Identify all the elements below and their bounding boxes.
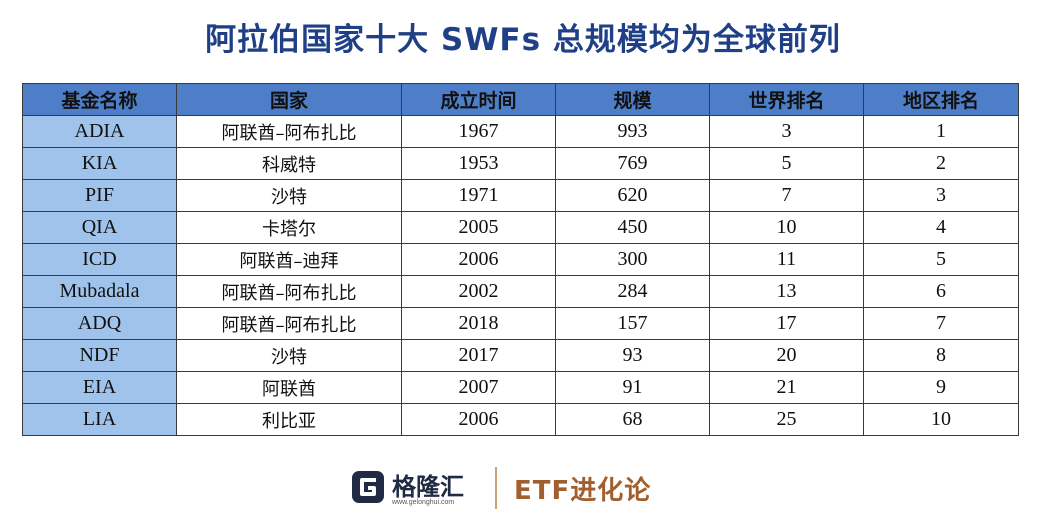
footer: 格隆汇 www.gelonghui.com ETF进化论 bbox=[0, 467, 1046, 511]
brand-text: ETF进化论 bbox=[514, 476, 652, 506]
logo-text: 格隆汇 bbox=[392, 473, 464, 501]
cell-country: 阿联酋–阿布扎比 bbox=[176, 115, 402, 148]
cell-world-rank: 3 bbox=[709, 115, 864, 148]
cell-size: 93 bbox=[555, 339, 710, 372]
cell-country: 阿联酋–阿布扎比 bbox=[176, 307, 402, 340]
cell-region-rank: 8 bbox=[863, 339, 1019, 372]
cell-world-rank: 7 bbox=[709, 179, 864, 212]
cell-world-rank: 21 bbox=[709, 371, 864, 404]
cell-founded: 2005 bbox=[401, 211, 556, 244]
cell-region-rank: 9 bbox=[863, 371, 1019, 404]
cell-founded: 2002 bbox=[401, 275, 556, 308]
table-header-row: 基金名称 国家 成立时间 规模 世界排名 地区排名 bbox=[22, 83, 1019, 116]
cell-fund-name: EIA bbox=[22, 371, 177, 404]
header-size: 规模 bbox=[555, 83, 710, 116]
cell-region-rank: 7 bbox=[863, 307, 1019, 340]
cell-founded: 2017 bbox=[401, 339, 556, 372]
cell-founded: 2006 bbox=[401, 243, 556, 276]
page-title: 阿拉伯国家十大 SWFs 总规模均为全球前列 bbox=[205, 22, 841, 58]
cell-region-rank: 4 bbox=[863, 211, 1019, 244]
cell-size: 769 bbox=[555, 147, 710, 180]
header-world-rank: 世界排名 bbox=[709, 83, 864, 116]
table-row: PIF 沙特 1971 620 7 3 bbox=[22, 179, 1019, 212]
cell-founded: 1953 bbox=[401, 147, 556, 180]
cell-country: 沙特 bbox=[176, 179, 402, 212]
table-row: KIA 科威特 1953 769 5 2 bbox=[22, 147, 1019, 180]
cell-world-rank: 5 bbox=[709, 147, 864, 180]
cell-world-rank: 17 bbox=[709, 307, 864, 340]
cell-fund-name: Mubadala bbox=[22, 275, 177, 308]
cell-size: 91 bbox=[555, 371, 710, 404]
swf-table: 基金名称 国家 成立时间 规模 世界排名 地区排名 ADIA 阿联酋–阿布扎比 19… bbox=[22, 83, 1019, 436]
cell-world-rank: 25 bbox=[709, 403, 864, 436]
cell-country: 阿联酋–阿布扎比 bbox=[176, 275, 402, 308]
table-row: LIA 利比亚 2006 68 25 10 bbox=[22, 403, 1019, 436]
cell-size: 300 bbox=[555, 243, 710, 276]
cell-fund-name: ADQ bbox=[22, 307, 177, 340]
cell-region-rank: 10 bbox=[863, 403, 1019, 436]
table-row: ICD 阿联酋–迪拜 2006 300 11 5 bbox=[22, 243, 1019, 276]
cell-fund-name: NDF bbox=[22, 339, 177, 372]
cell-founded: 2006 bbox=[401, 403, 556, 436]
cell-founded: 2018 bbox=[401, 307, 556, 340]
gelonghui-g-logo-icon bbox=[352, 471, 384, 503]
table-body: ADIA 阿联酋–阿布扎比 1967 993 3 1 KIA 科威特 1953 769 5 2 PIF 沙… bbox=[22, 115, 1019, 436]
table-row: ADQ 阿联酋–阿布扎比 2018 157 17 7 bbox=[22, 307, 1019, 340]
cell-fund-name: ICD bbox=[22, 243, 177, 276]
cell-region-rank: 3 bbox=[863, 179, 1019, 212]
cell-country: 科威特 bbox=[176, 147, 402, 180]
cell-founded: 2007 bbox=[401, 371, 556, 404]
table-row: Mubadala 阿联酋–阿布扎比 2002 284 13 6 bbox=[22, 275, 1019, 308]
logo-url: www.gelonghui.com bbox=[392, 499, 455, 506]
cell-size: 284 bbox=[555, 275, 710, 308]
cell-size: 450 bbox=[555, 211, 710, 244]
cell-world-rank: 11 bbox=[709, 243, 864, 276]
cell-founded: 1971 bbox=[401, 179, 556, 212]
cell-fund-name: LIA bbox=[22, 403, 177, 436]
cell-size: 620 bbox=[555, 179, 710, 212]
cell-country: 阿联酋–迪拜 bbox=[176, 243, 402, 276]
cell-country: 沙特 bbox=[176, 339, 402, 372]
cell-region-rank: 5 bbox=[863, 243, 1019, 276]
cell-country: 利比亚 bbox=[176, 403, 402, 436]
cell-fund-name: KIA bbox=[22, 147, 177, 180]
cell-country: 卡塔尔 bbox=[176, 211, 402, 244]
cell-region-rank: 1 bbox=[863, 115, 1019, 148]
cell-size: 157 bbox=[555, 307, 710, 340]
cell-fund-name: QIA bbox=[22, 211, 177, 244]
cell-region-rank: 2 bbox=[863, 147, 1019, 180]
cell-world-rank: 10 bbox=[709, 211, 864, 244]
header-country: 国家 bbox=[176, 83, 402, 116]
cell-size: 68 bbox=[555, 403, 710, 436]
cell-founded: 1967 bbox=[401, 115, 556, 148]
table-row: EIA 阿联酋 2007 91 21 9 bbox=[22, 371, 1019, 404]
header-region-rank: 地区排名 bbox=[863, 83, 1019, 116]
cell-world-rank: 13 bbox=[709, 275, 864, 308]
cell-fund-name: ADIA bbox=[22, 115, 177, 148]
table-row: NDF 沙特 2017 93 20 8 bbox=[22, 339, 1019, 372]
cell-fund-name: PIF bbox=[22, 179, 177, 212]
header-founded: 成立时间 bbox=[401, 83, 556, 116]
cell-country: 阿联酋 bbox=[176, 371, 402, 404]
header-fund-name: 基金名称 bbox=[22, 83, 177, 116]
cell-world-rank: 20 bbox=[709, 339, 864, 372]
table-row: QIA 卡塔尔 2005 450 10 4 bbox=[22, 211, 1019, 244]
cell-size: 993 bbox=[555, 115, 710, 148]
cell-region-rank: 6 bbox=[863, 275, 1019, 308]
table-row: ADIA 阿联酋–阿布扎比 1967 993 3 1 bbox=[22, 115, 1019, 148]
footer-divider bbox=[495, 467, 497, 509]
